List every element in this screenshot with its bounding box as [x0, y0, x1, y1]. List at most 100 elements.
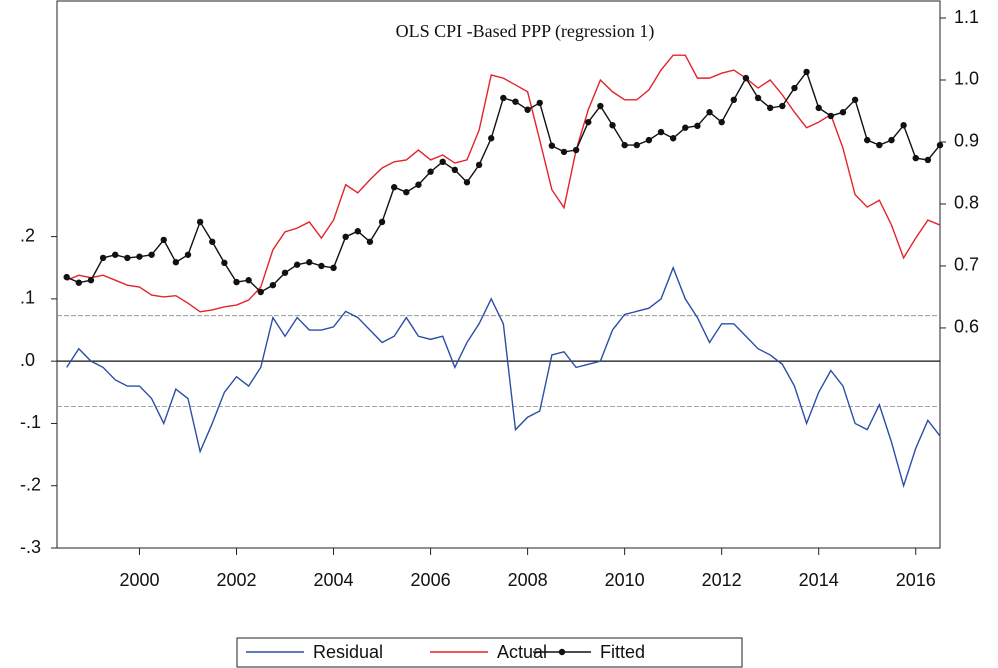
series-marker — [936, 141, 944, 149]
x-tick-label: 2016 — [896, 570, 936, 590]
series-marker — [378, 218, 386, 226]
legend-label: Fitted — [600, 642, 645, 662]
x-tick-label: 2000 — [119, 570, 159, 590]
series-marker — [196, 218, 204, 226]
series-marker — [669, 135, 677, 142]
series-marker — [815, 104, 822, 112]
x-tick-label: 2012 — [702, 570, 742, 590]
x-tick-label: 2002 — [216, 570, 256, 590]
y-tick-label: .0 — [20, 350, 35, 370]
series-marker — [912, 154, 919, 162]
x-tick-label: 2010 — [605, 570, 645, 590]
series-marker — [645, 136, 653, 144]
series-marker — [500, 94, 507, 102]
plot-frame — [56, 0, 941, 549]
series-marker — [451, 166, 459, 174]
series-marker — [766, 104, 774, 112]
series-marker — [730, 96, 738, 104]
y2-tick-label: 0.7 — [954, 255, 979, 275]
y-tick-label: -.3 — [20, 537, 41, 557]
y2-tick-label: 1.0 — [954, 69, 979, 89]
series-marker — [633, 141, 640, 149]
series-marker — [245, 277, 252, 284]
series-marker — [415, 181, 422, 188]
series-marker — [488, 135, 495, 142]
y2-tick-label: 1.1 — [954, 7, 979, 27]
series-marker — [706, 109, 713, 116]
series-marker — [924, 156, 932, 164]
series-marker — [572, 146, 580, 154]
series-marker — [754, 94, 762, 102]
series-marker — [87, 277, 95, 284]
series-marker — [136, 253, 143, 260]
series-marker — [342, 233, 349, 241]
chart-title: OLS CPI -Based PPP (regression 1) — [396, 21, 655, 42]
series-marker — [293, 261, 301, 268]
series-marker — [791, 84, 798, 92]
series-marker — [718, 118, 725, 126]
series-marker — [609, 122, 616, 129]
series-marker — [512, 98, 519, 105]
series-marker — [694, 122, 701, 130]
series-marker — [682, 124, 689, 131]
series-marker — [621, 141, 628, 149]
legend-box — [236, 637, 743, 668]
series-marker — [221, 259, 228, 267]
series-marker — [390, 184, 398, 191]
series-marker — [536, 99, 543, 107]
y-tick-label: -.2 — [20, 474, 41, 494]
series-marker — [160, 236, 167, 244]
series-marker — [900, 122, 907, 129]
series-marker — [827, 112, 835, 120]
series-marker — [354, 228, 362, 235]
series-marker — [597, 102, 604, 110]
series-marker — [463, 179, 471, 186]
series-marker — [99, 254, 107, 262]
series-marker — [742, 74, 750, 82]
series-marker — [269, 281, 277, 289]
series-marker — [779, 102, 786, 110]
legend-marker — [558, 648, 566, 656]
series-marker — [864, 136, 871, 144]
series-marker — [888, 136, 895, 144]
series-marker — [366, 238, 374, 245]
series-marker — [148, 251, 155, 258]
series-marker — [427, 168, 434, 175]
series-marker — [306, 259, 313, 266]
y-tick-label: -.1 — [20, 412, 41, 432]
series-marker — [124, 254, 131, 262]
series-line — [66, 70, 941, 293]
series-marker — [318, 262, 325, 270]
series-marker — [281, 269, 289, 276]
y2-tick-label: 0.9 — [954, 131, 979, 151]
series-marker — [172, 259, 180, 266]
series-marker — [475, 161, 483, 169]
series-marker — [184, 251, 192, 258]
legend-label: Residual — [313, 642, 383, 662]
series-marker — [585, 118, 592, 126]
y2-tick-label: 0.6 — [954, 317, 979, 337]
series-marker — [439, 158, 446, 166]
series-marker — [876, 141, 883, 149]
x-tick-label: 2008 — [508, 570, 548, 590]
series-marker — [839, 109, 847, 116]
series-marker — [233, 278, 240, 286]
series-marker — [63, 273, 70, 281]
series-line — [66, 265, 941, 489]
series-marker — [524, 106, 531, 113]
series-marker — [257, 288, 264, 296]
series-marker — [803, 68, 810, 76]
series-marker — [403, 188, 410, 196]
x-tick-label: 2014 — [799, 570, 839, 590]
y-tick-label: .1 — [20, 288, 35, 308]
y-tick-label: .2 — [20, 225, 35, 245]
series-marker — [75, 279, 83, 286]
series-marker — [548, 142, 556, 149]
series-marker — [330, 264, 337, 272]
legend-label: Actual — [497, 642, 547, 662]
series-marker — [560, 148, 568, 156]
series-marker — [209, 238, 216, 245]
series-marker — [112, 251, 119, 258]
x-tick-label: 2006 — [411, 570, 451, 590]
